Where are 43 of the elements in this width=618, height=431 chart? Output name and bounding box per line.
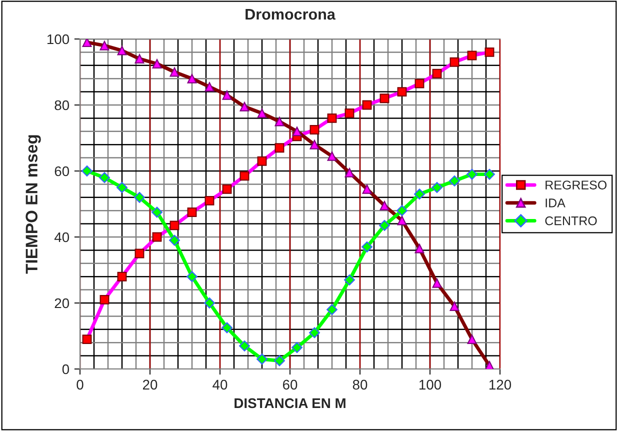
point (186, 271, 198, 282)
x-tick-label: 20 (142, 380, 158, 390)
point (326, 304, 338, 316)
y-tick-label: 20 (54, 298, 70, 308)
point (82, 166, 92, 176)
point (449, 175, 460, 186)
y-axis-title: TIEMPO EN mseg (26, 135, 41, 274)
point (274, 355, 285, 366)
point (484, 168, 495, 180)
point (134, 192, 145, 203)
x-tick-label: 0 (76, 380, 84, 390)
point (99, 172, 110, 184)
x-tick-label: 60 (282, 380, 298, 390)
point (204, 298, 215, 308)
y-tick-label: 40 (54, 232, 70, 242)
y-tick-label: 0 (62, 364, 70, 374)
x-tick-label: 100 (419, 380, 442, 390)
point (169, 234, 180, 246)
point (116, 182, 128, 193)
x-tick-label: 80 (352, 380, 368, 390)
y-tick-label: 60 (54, 166, 70, 176)
x-tick-label: 40 (212, 380, 228, 390)
legend-label: IDA (546, 198, 566, 208)
point (309, 327, 320, 338)
point (362, 241, 372, 252)
legend-label: CENTRO (545, 216, 597, 226)
point (466, 168, 478, 180)
point (152, 206, 162, 218)
y-tick-label: 80 (54, 100, 70, 110)
legend-label: REGRESO (546, 180, 607, 190)
point (222, 322, 232, 334)
point (239, 340, 250, 352)
point (414, 188, 425, 200)
point (292, 342, 302, 354)
x-tick-label: 120 (489, 380, 512, 390)
point (396, 205, 408, 216)
point (432, 182, 442, 193)
point (256, 354, 268, 365)
chart-title: Dromocrona (246, 9, 336, 20)
x-axis-title: DISTANCIA EN M (234, 398, 346, 408)
y-tick-label: 100 (47, 34, 70, 44)
point (344, 274, 355, 286)
point (379, 220, 390, 231)
